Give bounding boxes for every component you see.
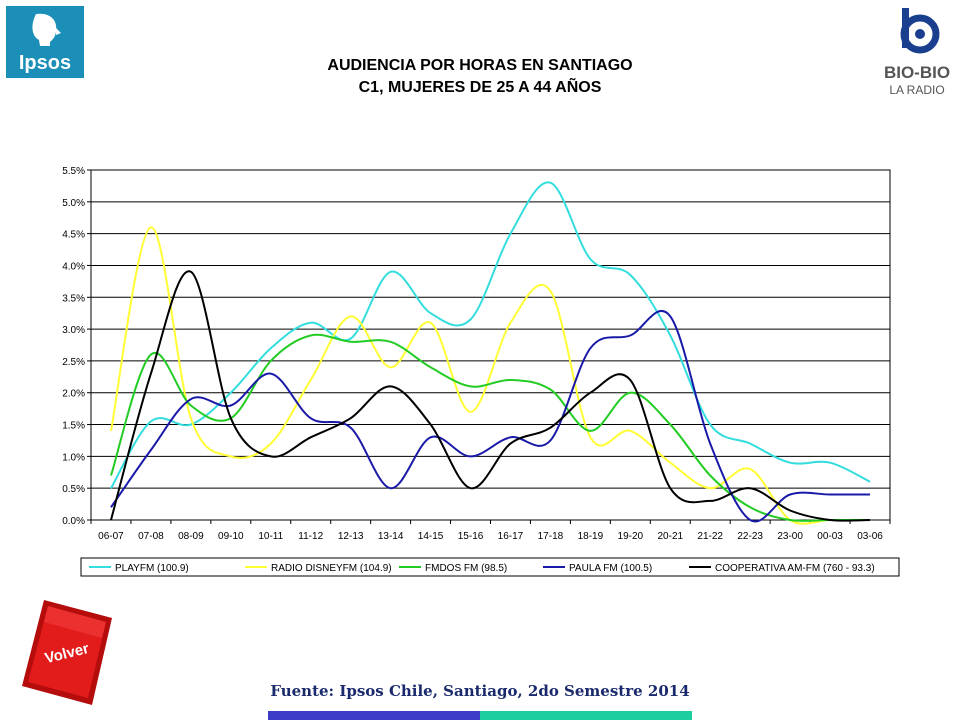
- legend-label-3: PAULA FM (100.5): [569, 563, 652, 574]
- x-tick-label: 00-03: [817, 531, 843, 542]
- x-tick-label: 18-19: [578, 531, 604, 542]
- x-tick-label: 20-21: [657, 531, 683, 542]
- source-note: Fuente: Ipsos Chile, Santiago, 2do Semes…: [270, 682, 690, 700]
- x-tick-label: 10-11: [258, 531, 283, 542]
- y-tick-label: 3.0%: [62, 325, 85, 336]
- y-tick-label: 1.0%: [62, 452, 85, 463]
- legend-label-2: FMDOS FM (98.5): [425, 563, 507, 574]
- biobio-b-icon: [900, 8, 940, 54]
- x-tick-label: 22-23: [737, 531, 763, 542]
- series-line-1: [110, 226, 870, 525]
- line-chart: 0.0% 0.5% 1.0% 1.5% 2.0% 2.5% 3.0% 3.5% 4.0% 4.5%…: [62, 166, 900, 577]
- series-line-0: [110, 181, 871, 489]
- series-line-2: [110, 333, 870, 522]
- ipsos-face-icon: [32, 13, 61, 47]
- x-tick-label: 08-09: [178, 531, 204, 542]
- x-tick-label: 17-18: [538, 531, 564, 542]
- chart-title: AUDIENCIA POR HORAS EN SANTIAGO C1, MUJE…: [180, 55, 780, 99]
- x-tick-label: 14-15: [418, 531, 444, 542]
- y-tick-label: 3.5%: [62, 293, 85, 304]
- plot-area: [90, 169, 891, 521]
- x-tick-label: 06-07: [98, 531, 124, 542]
- series-line-4: [110, 270, 871, 522]
- legend: [80, 557, 900, 577]
- x-tick-label: 13-14: [378, 531, 404, 542]
- x-tick-label: 11-12: [298, 531, 323, 542]
- ipsos-logo: Ipsos: [6, 6, 84, 78]
- x-tick-label: 09-10: [218, 531, 244, 542]
- footer-bar-teal: [480, 711, 692, 720]
- legend-label-4: COOPERATIVA AM-FM (760 - 93.3): [715, 563, 875, 574]
- series-line-3: [110, 309, 870, 523]
- y-tick-label: 5.0%: [62, 198, 85, 209]
- x-tick-label: 15-16: [458, 531, 484, 542]
- y-tick-label: 0.0%: [62, 516, 85, 527]
- x-tick-label: 23-00: [777, 531, 803, 542]
- x-tick-label: 07-08: [138, 531, 164, 542]
- volver-button[interactable]: Volver: [22, 600, 112, 705]
- biobio-logo-sub: LA RADIO: [889, 83, 944, 97]
- legend-label-1: RADIO DISNEYFM (104.9): [271, 563, 392, 574]
- y-tick-label: 5.5%: [62, 166, 85, 177]
- footer-bar-blue: [268, 711, 480, 720]
- chart-title-line1: AUDIENCIA POR HORAS EN SANTIAGO: [327, 57, 633, 74]
- y-tick-label: 4.0%: [62, 261, 85, 272]
- legend-label-0: PLAYFM (100.9): [115, 563, 189, 574]
- y-tick-label: 4.5%: [62, 230, 85, 241]
- x-tick-label: 03-06: [857, 531, 883, 542]
- biobio-logo-text: BIO-BIO: [884, 63, 950, 82]
- x-tick-label: 19-20: [618, 531, 644, 542]
- y-tick-label: 0.5%: [62, 484, 85, 495]
- chart-title-line2: C1, MUJERES DE 25 A 44 AÑOS: [358, 79, 602, 96]
- ipsos-logo-text: Ipsos: [19, 52, 71, 74]
- y-tick-label: 1.5%: [62, 421, 85, 432]
- x-tick-label: 21-22: [697, 531, 723, 542]
- biobio-logo: BIO-BIO LA RADIO: [884, 8, 950, 97]
- x-tick-label: 16-17: [498, 531, 524, 542]
- y-tick-label: 2.0%: [62, 389, 85, 400]
- y-tick-label: 2.5%: [62, 357, 85, 368]
- x-tick-label: 12-13: [338, 531, 364, 542]
